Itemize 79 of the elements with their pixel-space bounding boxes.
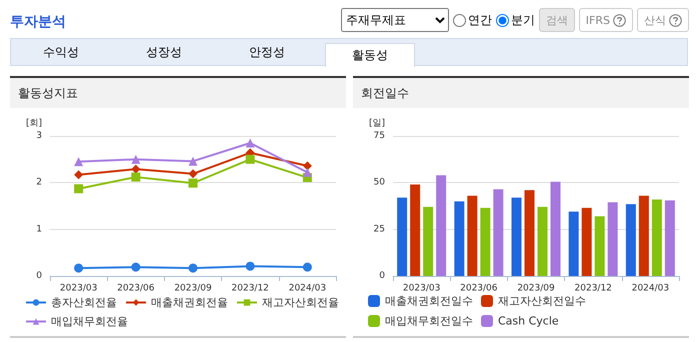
point — [74, 170, 84, 180]
legend-label: 매입채무회전율 — [51, 315, 128, 328]
point — [188, 178, 198, 188]
point — [131, 154, 140, 164]
text: 검색 — [538, 8, 575, 32]
x-tick-label: 2023/06 — [460, 284, 498, 294]
point — [188, 156, 198, 166]
bar — [493, 189, 504, 276]
bar — [608, 202, 618, 276]
y-axis-title: [회] — [26, 118, 42, 128]
point — [131, 172, 140, 182]
x-tick-label: 2023/03 — [60, 284, 98, 294]
x-tick-label: 2023/03 — [402, 284, 440, 294]
text: IFRS — [578, 8, 633, 32]
legend-label: 매입채무회전일수 — [385, 314, 473, 328]
point — [188, 169, 198, 178]
text: 산식 — [637, 8, 689, 32]
chart-title: 회전일수 — [353, 78, 689, 108]
text: 주재무제표 — [340, 8, 449, 32]
bar — [410, 184, 420, 276]
y-tick-label: 0 — [36, 271, 42, 281]
y-tick-label: 3 — [36, 131, 42, 141]
bar — [397, 198, 408, 276]
bar — [638, 196, 649, 276]
x-tick-label: 2023/12 — [574, 284, 612, 294]
bar — [664, 200, 675, 276]
x-tick-label: 2023/09 — [517, 284, 555, 294]
point — [131, 164, 140, 174]
text: 투자분석 — [10, 13, 66, 31]
text: 연간 — [466, 12, 492, 28]
bar — [568, 212, 579, 276]
bar — [454, 201, 464, 276]
y-tick-label: 2 — [36, 178, 42, 188]
x-tick-label: 2024/03 — [632, 284, 670, 294]
text: 수익성 — [42, 44, 80, 61]
point — [246, 262, 255, 271]
y-tick-label: 1 — [36, 224, 42, 234]
legend-label: 재고자산회전일수 — [498, 294, 586, 308]
legend-label: 매출채권회전일수 — [385, 294, 473, 308]
bar — [550, 182, 560, 276]
legend-label: 총자산회전율 — [51, 296, 117, 309]
y-tick-label: 75 — [374, 131, 385, 141]
y-tick-label: 50 — [374, 178, 386, 188]
bar — [480, 208, 490, 276]
point — [302, 262, 312, 272]
bar — [582, 208, 592, 276]
y-axis-title: [일] — [368, 118, 385, 128]
x-tick-label: 2023/06 — [117, 284, 155, 294]
point — [188, 264, 198, 273]
point — [246, 138, 255, 148]
point — [246, 154, 255, 164]
point — [302, 161, 312, 170]
y-tick-label: 0 — [379, 271, 386, 281]
bar — [423, 206, 434, 276]
point — [131, 262, 140, 272]
point — [74, 264, 84, 273]
x-tick-label: 2023/12 — [232, 284, 269, 294]
y-tick-label: 25 — [374, 224, 385, 234]
bar — [626, 204, 636, 276]
x-tick-label: 2023/09 — [174, 284, 212, 294]
x-tick-label: 2024/03 — [288, 284, 326, 294]
bar — [524, 190, 534, 276]
legend-label: 매출채권회전율 — [151, 296, 228, 309]
bar — [436, 175, 446, 276]
text: 분기 — [510, 12, 535, 28]
chart-title: 활동성지표 — [10, 78, 346, 108]
point — [302, 168, 312, 177]
bar — [512, 198, 522, 276]
text: 안정성 — [248, 44, 286, 61]
bar — [467, 196, 478, 276]
bar — [538, 206, 548, 276]
point — [74, 157, 84, 166]
point — [74, 184, 84, 194]
text: 활동성 — [325, 43, 415, 67]
legend-label: Cash Cycle — [498, 314, 559, 328]
bar — [652, 199, 662, 276]
text: 성장성 — [145, 44, 183, 61]
legend-label: 재고자산회전율 — [262, 296, 339, 309]
bar — [594, 216, 605, 276]
